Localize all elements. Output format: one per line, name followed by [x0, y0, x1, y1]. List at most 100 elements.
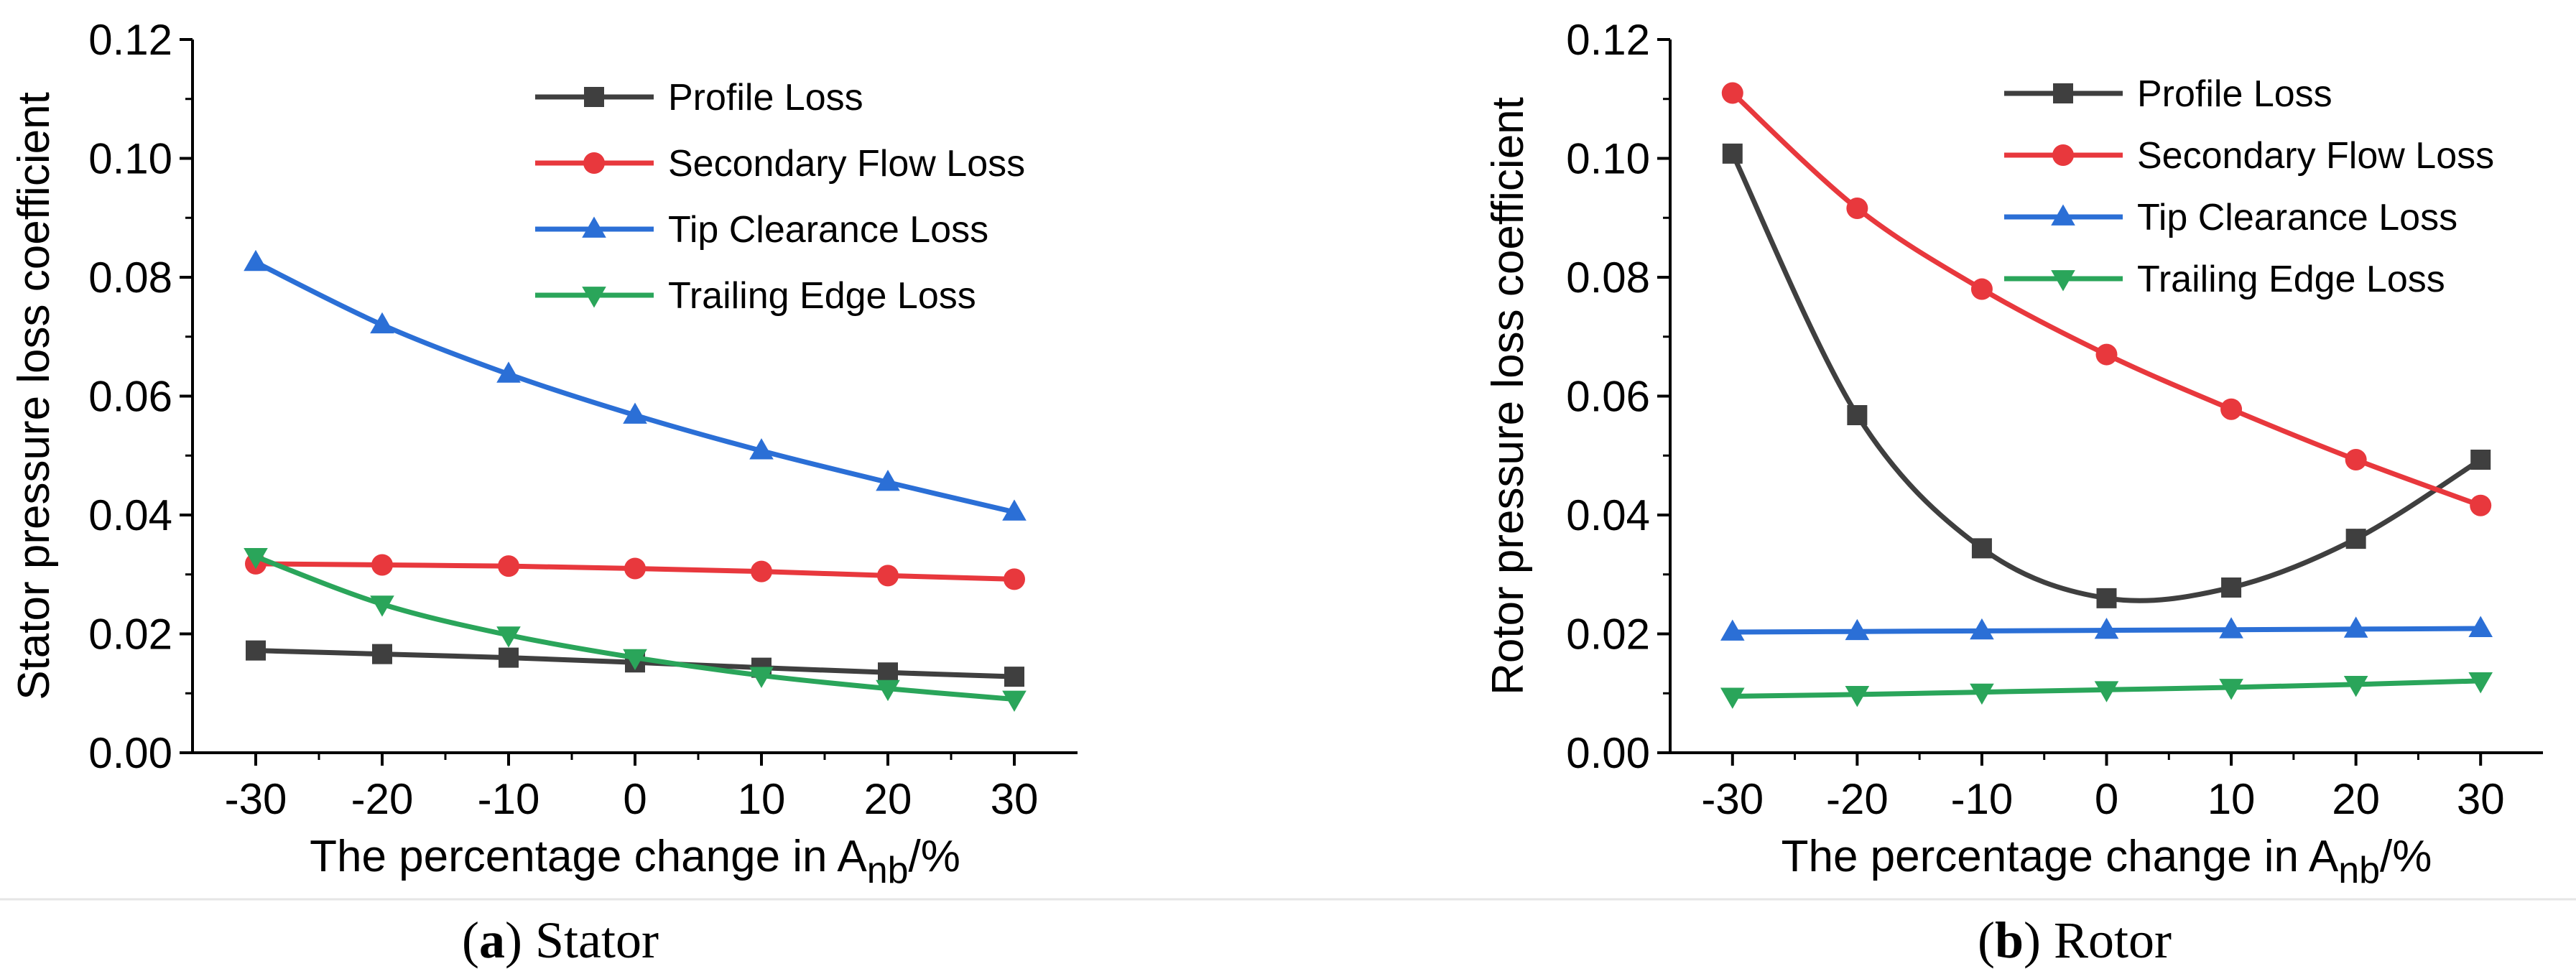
rotor-tip-clearance-loss-point	[1970, 618, 1994, 640]
rotor-secondary-flow-loss-point	[2345, 449, 2367, 471]
rotor-x-tick-label: -20	[1826, 775, 1889, 823]
stator-legend-marker	[583, 152, 605, 174]
stator-profile-loss-point	[246, 640, 266, 661]
stator-y-tick-label: 0.02	[88, 611, 172, 659]
stator-trailing-edge-loss-point	[1002, 690, 1027, 713]
stator-x-tick-label: 20	[864, 775, 912, 823]
rotor-x-tick-label: -30	[1701, 775, 1764, 823]
stator-trailing-edge-loss-point	[876, 679, 900, 702]
rotor-legend-trailing-edge-loss: Trailing Edge Loss	[2004, 259, 2445, 300]
stator-trailing-edge-loss-point	[370, 595, 394, 617]
rotor-y-tick-label: 0.12	[1566, 16, 1650, 64]
rotor-secondary-flow-loss-point	[2220, 398, 2243, 420]
rotor-tip-clearance-loss-point	[2468, 616, 2493, 637]
stator-secondary-flow-loss-point	[371, 554, 393, 576]
rotor-profile-loss-point	[1971, 538, 1992, 559]
rotor-secondary-flow-loss-point	[1721, 82, 1743, 104]
rotor-x-tick-label: 20	[2332, 775, 2380, 823]
rotor-trailing-edge-loss-point	[1970, 683, 1994, 705]
caption-stator-label: a	[479, 911, 505, 969]
stator-y-tick-label: 0.00	[88, 729, 172, 777]
stator-trailing-edge-loss-point	[623, 649, 647, 671]
rotor-x-tick-label: -10	[1951, 775, 2014, 823]
stator-x-axis-title: The percentage change in Anb/%	[310, 832, 960, 891]
rotor-y-tick-label: 0.06	[1566, 373, 1650, 421]
rotor-profile-loss-point	[1722, 143, 1743, 164]
rotor-y-tick-label: 0.00	[1566, 729, 1650, 777]
rotor-trailing-edge-loss-point	[2219, 679, 2243, 700]
rotor-x-tick-label: 30	[2457, 775, 2505, 823]
rotor-series-trailing-edge-loss	[1720, 672, 2493, 709]
rotor-legend-label: Trailing Edge Loss	[2137, 259, 2445, 300]
stator-x-tick-label: -30	[225, 775, 287, 823]
stator-legend-trailing-edge-loss: Trailing Edge Loss	[535, 275, 976, 317]
stator-tip-clearance-loss-point	[623, 402, 647, 424]
stator-series-tip-clearance-loss	[244, 249, 1027, 521]
stator-legend-marker	[584, 87, 604, 107]
caption-rotor-text: Rotor	[2054, 911, 2172, 969]
rotor-x-tick-label: 10	[2207, 775, 2256, 823]
rotor-secondary-flow-loss-point	[1970, 278, 1993, 300]
stator-legend-label: Secondary Flow Loss	[668, 143, 1025, 185]
stator-legend-marker	[582, 287, 606, 308]
stator-y-tick-label: 0.10	[88, 135, 172, 183]
rotor-tip-clearance-loss-point	[2094, 618, 2119, 639]
stator-tip-clearance-loss-point	[370, 312, 394, 334]
rotor-x-tick-label: 0	[2095, 775, 2118, 823]
rotor-secondary-flow-loss-point	[2470, 494, 2492, 516]
stator-y-tick-label: 0.12	[88, 16, 172, 64]
rotor-profile-loss-point	[2345, 529, 2366, 549]
rotor-secondary-flow-loss-point	[1846, 198, 1868, 220]
rotor-trailing-edge-loss-point	[1720, 687, 1745, 709]
rotor-trailing-edge-loss-point	[2343, 675, 2368, 697]
stator-tip-clearance-loss-point	[1002, 499, 1027, 521]
stator-trailing-edge-loss-point	[496, 626, 521, 648]
stator-secondary-flow-loss-point	[751, 560, 772, 583]
rotor-y-tick-label: 0.02	[1566, 611, 1650, 659]
rotor-tip-clearance-loss-point	[2219, 617, 2243, 639]
stator-secondary-flow-loss-point	[1004, 568, 1025, 590]
rotor-trailing-edge-loss-point	[2094, 681, 2119, 702]
stator-secondary-flow-loss-point	[498, 555, 519, 577]
rotor-legend-marker	[2053, 83, 2073, 103]
caption-band	[0, 898, 2576, 979]
rotor-trailing-edge-loss-point	[2468, 672, 2493, 694]
rotor-legend-marker	[2051, 204, 2075, 226]
stator-x-tick-label: -10	[478, 775, 540, 823]
stator-series-secondary-flow-loss	[245, 552, 1025, 590]
stator-profile-loss-point	[1004, 667, 1024, 687]
rotor-series-profile-loss	[1722, 143, 2491, 608]
stator-tip-clearance-loss-point	[244, 249, 268, 272]
stator-y-tick-label: 0.08	[88, 254, 172, 302]
stator-tip-clearance-loss-point	[876, 469, 900, 491]
rotor-tip-clearance-loss-point	[1845, 618, 1870, 641]
stator-profile-loss-point	[878, 662, 898, 683]
stator-legend-secondary-flow-loss: Secondary Flow Loss	[535, 143, 1025, 185]
rotor-legend-marker	[2052, 144, 2074, 166]
rotor-legend-profile-loss: Profile Loss	[2004, 73, 2332, 115]
stator-series-trailing-edge-loss	[244, 548, 1027, 713]
rotor-legend-tip-clearance-loss: Tip Clearance Loss	[2004, 197, 2457, 238]
stator-secondary-flow-loss-point	[877, 565, 899, 587]
rotor-y-tick-label: 0.10	[1566, 135, 1650, 183]
rotor-trailing-edge-loss-point	[1845, 686, 1870, 707]
stator-legend-profile-loss: Profile Loss	[535, 77, 863, 119]
stator-tip-clearance-loss-point	[749, 438, 774, 460]
stator-chart: 0.00 0.02 0.04 0.06 0.08 0.10 0.12 -30 -20 -10 0 10…	[9, 16, 1078, 891]
stator-legend-marker	[582, 216, 606, 238]
rotor-y-tick-label: 0.08	[1566, 254, 1650, 302]
stator-x-tick-label: 0	[623, 775, 647, 823]
rotor-legend-secondary-flow-loss: Secondary Flow Loss	[2004, 135, 2494, 177]
caption-stator: (a) Stator	[462, 911, 659, 969]
rotor-legend-label: Secondary Flow Loss	[2137, 135, 2494, 177]
rotor-y-tick-label: 0.04	[1566, 491, 1650, 539]
rotor-profile-loss-point	[2096, 588, 2117, 608]
stator-legend-label: Tip Clearance Loss	[668, 209, 988, 251]
rotor-tip-clearance-loss-point	[2343, 616, 2368, 638]
stator-x-tick-label: 10	[738, 775, 786, 823]
stator-y-axis-title: Stator pressure loss coefficient	[9, 92, 59, 700]
stator-y-tick-label: 0.06	[88, 373, 172, 421]
caption-rotor: (b) Rotor	[1978, 911, 2172, 969]
rotor-secondary-flow-loss-point	[2095, 343, 2118, 366]
